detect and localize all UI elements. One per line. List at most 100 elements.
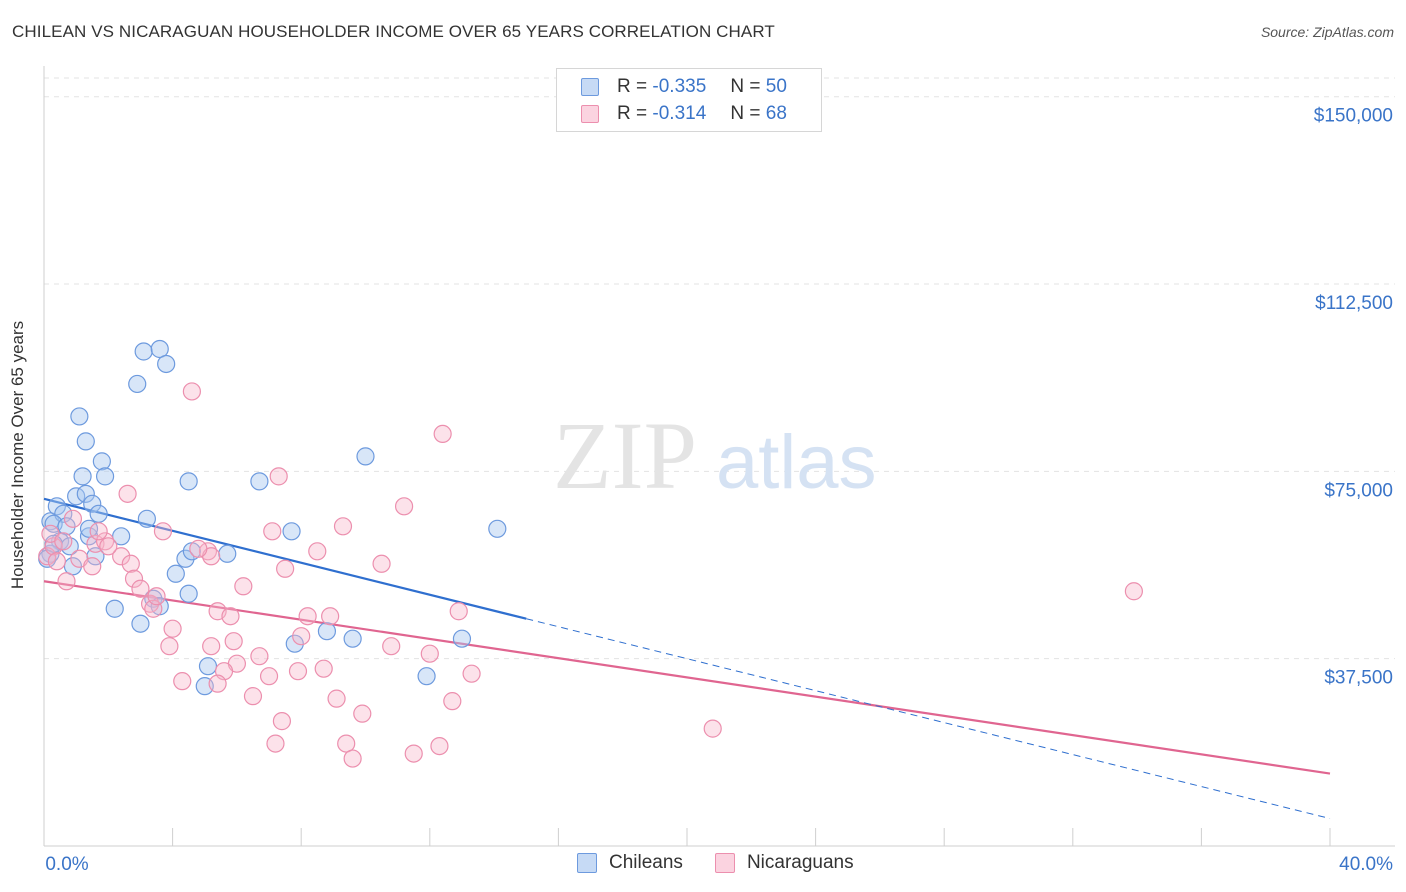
nicaraguan-point bbox=[449, 602, 468, 621]
y-tick-label: $150,000 bbox=[1314, 106, 1393, 127]
nicaraguan-point bbox=[259, 667, 279, 686]
r-label: R = bbox=[617, 103, 648, 124]
y-axis-label: Householder Income Over 65 years bbox=[8, 320, 27, 590]
nicaraguan-point bbox=[703, 719, 722, 738]
nicaraguan-point bbox=[89, 522, 108, 541]
n-value: 68 bbox=[765, 103, 787, 124]
chilean-point bbox=[285, 634, 304, 653]
nicaraguan-point bbox=[288, 662, 308, 681]
chilean-point bbox=[128, 374, 147, 394]
chilean-point bbox=[179, 472, 198, 491]
nicaraguan-point bbox=[208, 674, 227, 693]
chilean-point bbox=[134, 342, 153, 361]
nicaraguan-point bbox=[404, 744, 423, 763]
nicaraguan-point bbox=[112, 547, 131, 566]
nicaraguan-point bbox=[131, 579, 150, 598]
chilean-point bbox=[105, 599, 124, 618]
chilean-point bbox=[488, 519, 507, 538]
axes bbox=[43, 66, 1395, 847]
nicaraguan-point bbox=[173, 672, 192, 691]
chilean-point bbox=[47, 497, 66, 516]
nicaraguan-point bbox=[343, 749, 362, 768]
nicaraguan-point bbox=[308, 542, 327, 561]
watermark-atlas: atlas bbox=[716, 420, 877, 505]
r-value: -0.314 bbox=[652, 103, 707, 124]
chilean-point bbox=[179, 584, 198, 603]
nicaraguan-point bbox=[292, 627, 311, 646]
chilean-point bbox=[250, 472, 269, 491]
nicaraguan-point bbox=[95, 532, 115, 551]
nicaraguan-point bbox=[234, 577, 253, 596]
chilean-point bbox=[417, 667, 436, 686]
chilean-point bbox=[89, 504, 108, 523]
nicaraguan-point bbox=[462, 664, 481, 683]
nicaraguan-point bbox=[54, 532, 73, 551]
nicaraguan-point bbox=[430, 736, 449, 756]
nicaraguan-point bbox=[63, 509, 83, 528]
nicaraguan-point bbox=[433, 424, 452, 444]
chilean-point bbox=[83, 494, 102, 513]
nicaraguans-swatch bbox=[581, 105, 599, 123]
nicaraguan-point bbox=[160, 637, 179, 656]
trend-lines bbox=[43, 497, 1331, 820]
nicaraguan-point bbox=[372, 554, 391, 573]
chilean-point bbox=[95, 467, 115, 486]
tick-labels: $150,000 $112,500 $75,000 $37,500 0.0% 40.0% bbox=[45, 106, 1393, 875]
nicaraguan-point bbox=[147, 587, 166, 606]
chilean-point bbox=[356, 447, 375, 466]
chileans-swatch bbox=[581, 78, 599, 96]
chilean-point bbox=[166, 564, 185, 583]
chilean-point bbox=[57, 517, 76, 536]
watermark: ZIP atlas bbox=[553, 402, 877, 509]
legend-item-nicaraguans[interactable]: Nicaraguans bbox=[714, 852, 854, 874]
nicaraguan-point bbox=[353, 704, 372, 723]
nicaraguan-point bbox=[333, 517, 353, 536]
y-tick-label: $75,000 bbox=[1324, 480, 1393, 501]
chilean-point bbox=[92, 452, 111, 471]
nicaraguan-point bbox=[382, 637, 401, 656]
nicaraguans-trend-line bbox=[43, 580, 1331, 775]
n-label: N = bbox=[730, 103, 761, 124]
chilean-point bbox=[198, 657, 218, 676]
n-value: 50 bbox=[765, 76, 787, 97]
x-tick-label: 0.0% bbox=[45, 854, 88, 875]
nicaraguan-point bbox=[224, 632, 243, 651]
nicaraguan-point bbox=[189, 539, 208, 558]
chart-title: CHILEAN VS NICARAGUAN HOUSEHOLDER INCOME… bbox=[12, 22, 775, 41]
chilean-point bbox=[76, 484, 95, 503]
chilean-point bbox=[144, 589, 163, 608]
nicaraguan-point bbox=[314, 659, 333, 678]
nicaraguan-point bbox=[420, 644, 439, 663]
nicaraguan-point bbox=[266, 734, 285, 753]
chileans-legend-label: Chileans bbox=[609, 852, 683, 873]
nicaraguan-point bbox=[1124, 582, 1143, 601]
nicaraguan-point bbox=[298, 607, 317, 626]
nicaraguan-point bbox=[57, 572, 76, 591]
nicaraguans-legend-swatch bbox=[714, 853, 735, 873]
nicaraguan-point bbox=[163, 619, 182, 638]
nicaraguan-point bbox=[321, 607, 340, 626]
nicaraguan-point bbox=[118, 484, 137, 503]
legend-row-chileans: R = -0.335 N = 50 bbox=[581, 76, 787, 98]
watermark-zip: ZIP bbox=[553, 402, 697, 509]
y-tick-label: $37,500 bbox=[1324, 668, 1393, 689]
nicaraguan-point bbox=[269, 467, 288, 486]
nicaraguan-point bbox=[121, 554, 140, 573]
nicaraguan-point bbox=[99, 537, 118, 556]
chileans-trend-extension bbox=[526, 618, 1331, 820]
chilean-point bbox=[137, 509, 156, 528]
chilean-point bbox=[150, 339, 169, 359]
chilean-point bbox=[131, 614, 150, 633]
series-legend: Chileans Nicaraguans bbox=[577, 852, 886, 874]
grid bbox=[44, 77, 1395, 660]
legend-item-chileans[interactable]: Chileans bbox=[577, 852, 683, 874]
correlation-legend: R = -0.335 N = 50 R = -0.314 N = 68 bbox=[556, 68, 822, 132]
nicaraguan-point bbox=[140, 594, 160, 613]
chileans-legend-swatch bbox=[577, 853, 597, 873]
nicaraguan-point bbox=[153, 522, 173, 541]
nicaraguan-point bbox=[327, 689, 346, 708]
chilean-point bbox=[343, 629, 362, 648]
nicaraguan-point bbox=[243, 687, 263, 706]
legend-row-nicaraguans: R = -0.314 N = 68 bbox=[581, 103, 787, 125]
